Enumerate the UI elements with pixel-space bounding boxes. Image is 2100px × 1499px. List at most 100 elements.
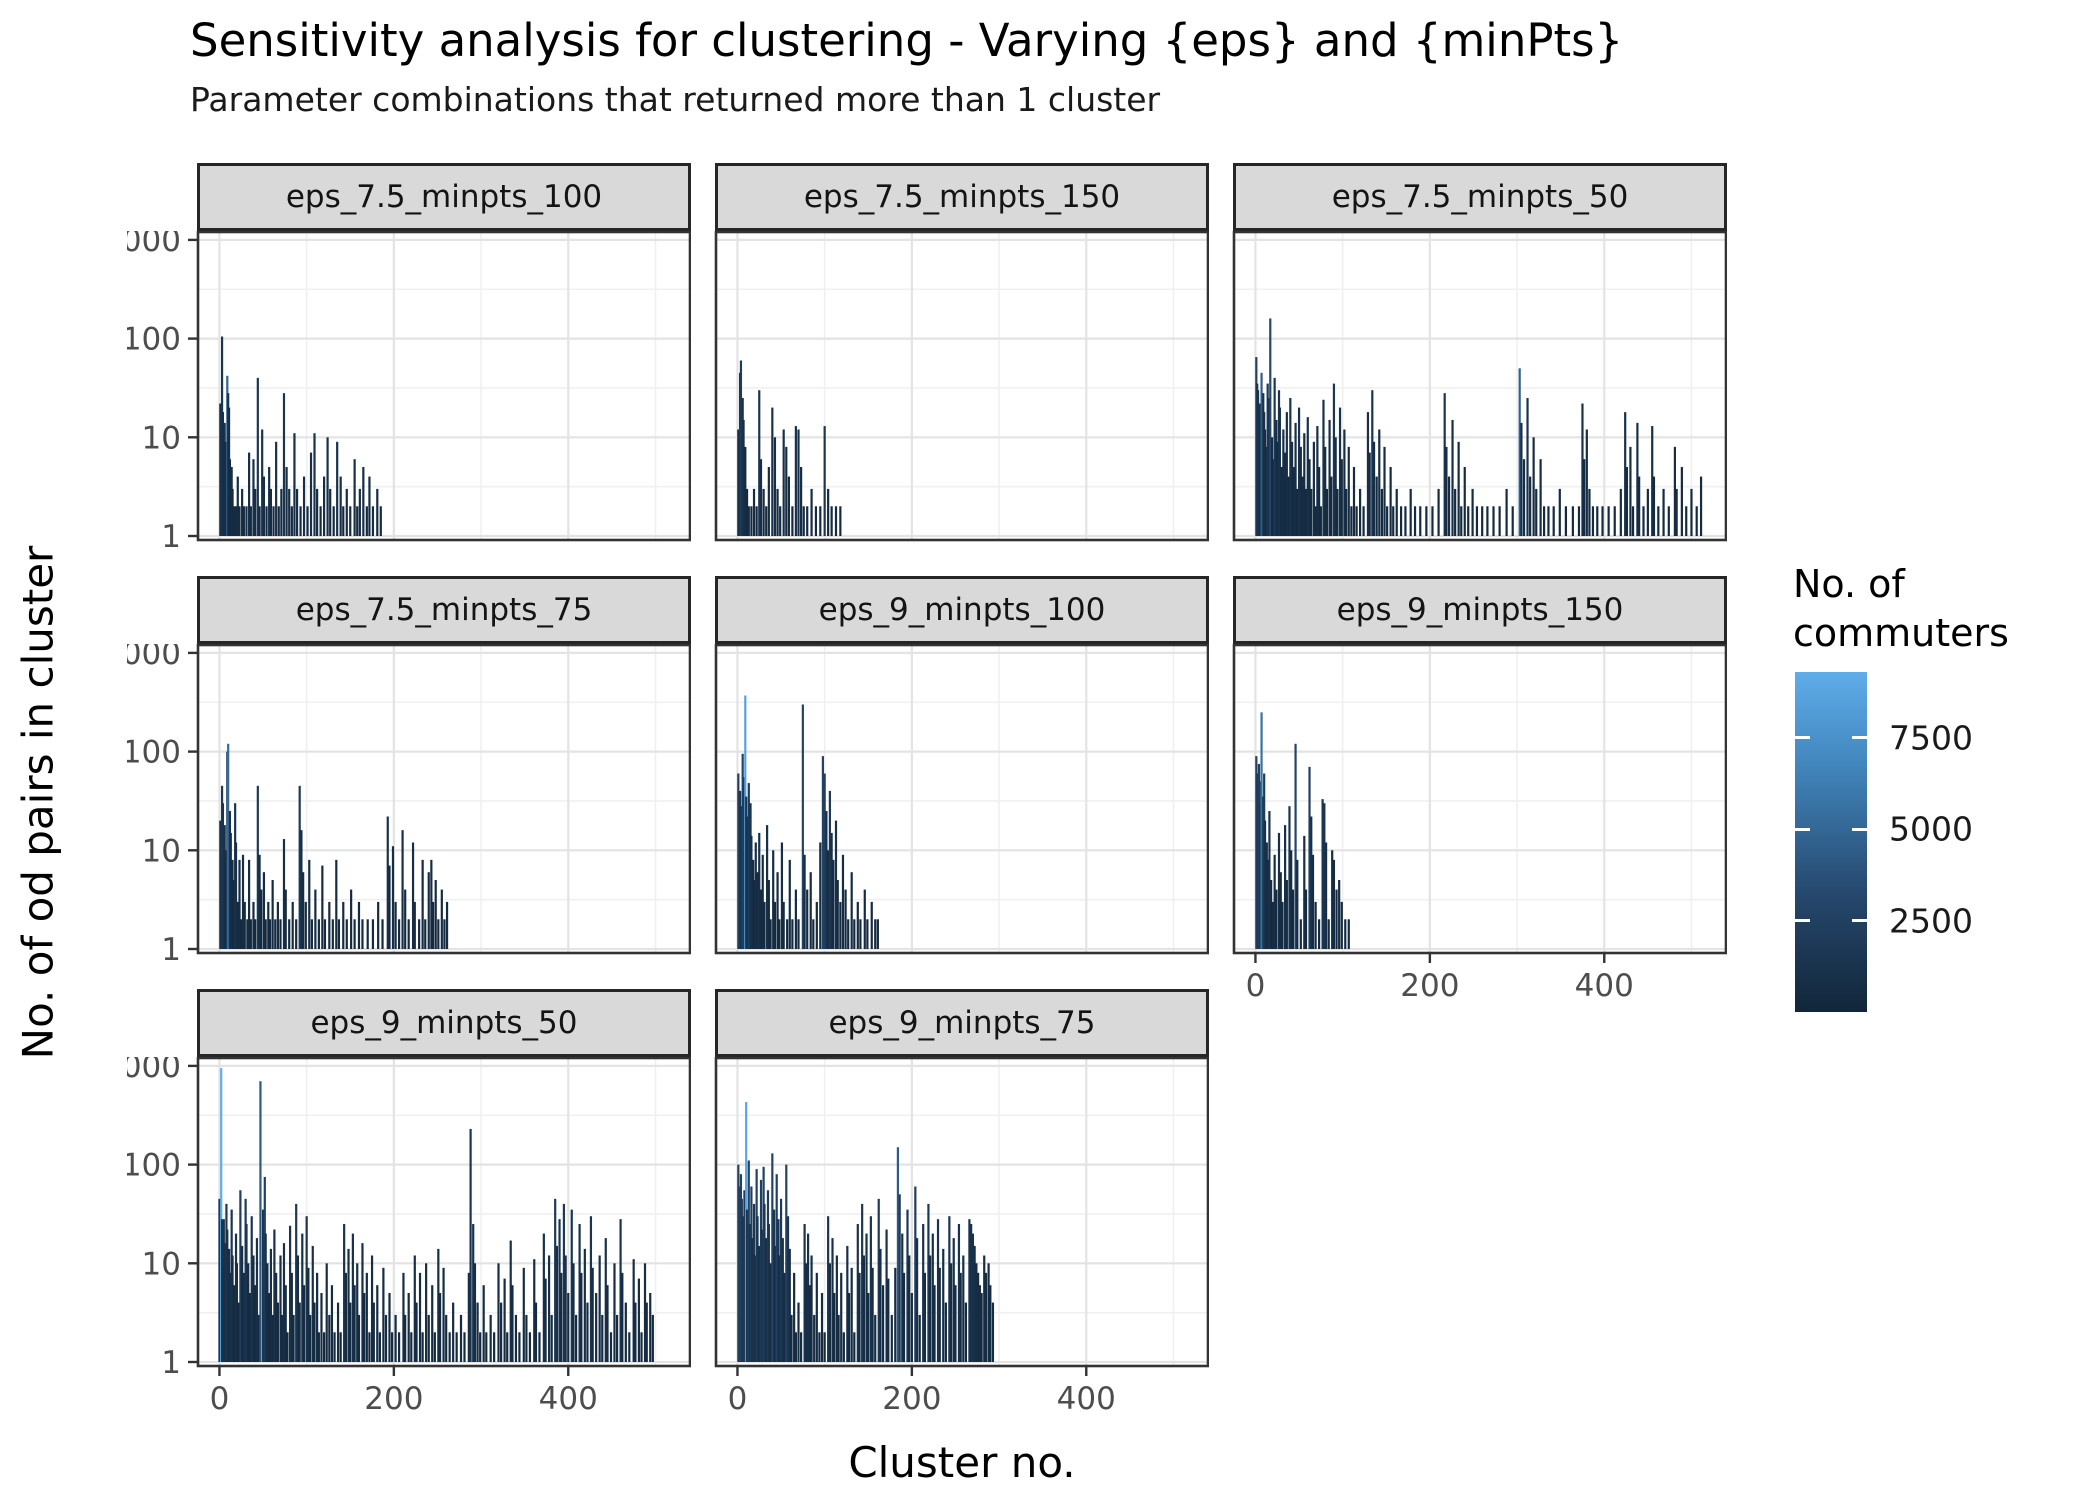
bar bbox=[971, 1233, 975, 1362]
bar bbox=[871, 1267, 874, 1362]
bar bbox=[1380, 488, 1383, 536]
bar bbox=[497, 1263, 500, 1362]
bar bbox=[473, 1263, 477, 1362]
bar bbox=[1675, 488, 1678, 536]
bar bbox=[542, 1233, 545, 1362]
bar bbox=[1383, 446, 1386, 536]
bar bbox=[261, 429, 264, 536]
bar bbox=[987, 1263, 990, 1362]
bar bbox=[952, 1238, 955, 1362]
bar bbox=[806, 506, 809, 536]
bar bbox=[1285, 412, 1288, 536]
bar bbox=[288, 488, 291, 536]
bar bbox=[317, 1332, 320, 1362]
x-tick-label: 200 bbox=[882, 1381, 941, 1417]
bar bbox=[472, 1224, 475, 1362]
bar bbox=[1343, 429, 1346, 536]
bar bbox=[259, 1081, 262, 1362]
bar bbox=[388, 865, 391, 949]
bar bbox=[300, 830, 303, 949]
bar bbox=[846, 1245, 849, 1362]
bar bbox=[1564, 506, 1567, 536]
bar bbox=[745, 796, 748, 949]
facet-strip-label: eps_9_minpts_75 bbox=[828, 1005, 1096, 1041]
bar bbox=[1532, 437, 1535, 536]
bar bbox=[336, 441, 339, 536]
bar bbox=[1463, 467, 1466, 536]
bar bbox=[1260, 372, 1263, 536]
bar bbox=[349, 506, 352, 536]
bar bbox=[1558, 488, 1561, 536]
bar bbox=[381, 919, 384, 949]
bar bbox=[275, 1272, 278, 1362]
bar bbox=[1314, 506, 1317, 536]
bar bbox=[1447, 476, 1451, 536]
bar bbox=[856, 901, 859, 949]
bar bbox=[328, 1314, 331, 1362]
bar bbox=[847, 919, 850, 949]
bar bbox=[223, 1243, 226, 1362]
bar bbox=[862, 1255, 865, 1362]
bar bbox=[1529, 476, 1532, 536]
bar bbox=[218, 1198, 221, 1362]
bar bbox=[805, 1263, 808, 1362]
bar bbox=[580, 1272, 583, 1362]
bar bbox=[745, 1209, 749, 1362]
bar bbox=[221, 803, 225, 949]
bar bbox=[786, 1216, 790, 1362]
bar bbox=[783, 1272, 786, 1362]
bar bbox=[305, 1216, 308, 1362]
bar bbox=[328, 901, 331, 949]
bar bbox=[1366, 412, 1370, 536]
bar bbox=[759, 889, 763, 949]
bar bbox=[1636, 422, 1639, 536]
facet-strip-label: eps_7.5_minpts_75 bbox=[295, 592, 593, 628]
bar bbox=[1276, 441, 1279, 536]
bar bbox=[273, 1229, 276, 1362]
bar bbox=[252, 459, 255, 536]
bar bbox=[591, 1267, 594, 1362]
bar bbox=[219, 820, 222, 949]
x-tick-label: 0 bbox=[728, 1381, 748, 1417]
bar bbox=[242, 1272, 245, 1362]
facet-strip: eps_7.5_minpts_100 bbox=[197, 163, 691, 231]
bar bbox=[896, 1147, 900, 1362]
bar bbox=[266, 1263, 269, 1362]
bar bbox=[316, 1272, 319, 1362]
bar bbox=[938, 1267, 941, 1362]
bar bbox=[1539, 459, 1542, 536]
bar bbox=[1269, 318, 1272, 536]
bar bbox=[285, 467, 288, 536]
bar bbox=[1271, 901, 1274, 949]
bar bbox=[1292, 467, 1295, 536]
bar bbox=[388, 1293, 391, 1362]
bar bbox=[394, 1314, 397, 1362]
bar bbox=[1321, 799, 1324, 949]
bar bbox=[887, 1278, 890, 1362]
bar bbox=[299, 506, 302, 536]
bar bbox=[302, 872, 305, 949]
bar bbox=[821, 756, 825, 949]
bar bbox=[1352, 467, 1356, 536]
x-axis-title: Cluster no. bbox=[848, 1438, 1076, 1487]
bar bbox=[1316, 426, 1319, 536]
bar bbox=[262, 872, 266, 949]
y-tick-label: 100 bbox=[127, 735, 181, 771]
bar bbox=[345, 488, 348, 536]
bar bbox=[1690, 488, 1693, 536]
bar bbox=[272, 506, 275, 536]
bar bbox=[228, 1272, 232, 1362]
bar bbox=[345, 919, 348, 949]
bar bbox=[1625, 467, 1629, 536]
bar bbox=[254, 919, 257, 949]
bar bbox=[1445, 446, 1448, 536]
bar bbox=[538, 1332, 541, 1362]
bar bbox=[918, 1314, 921, 1362]
bar bbox=[1443, 393, 1446, 536]
bar bbox=[809, 872, 812, 949]
bar bbox=[1368, 452, 1371, 536]
bar bbox=[1282, 429, 1285, 536]
bar bbox=[753, 1255, 756, 1362]
bar bbox=[1596, 506, 1599, 536]
